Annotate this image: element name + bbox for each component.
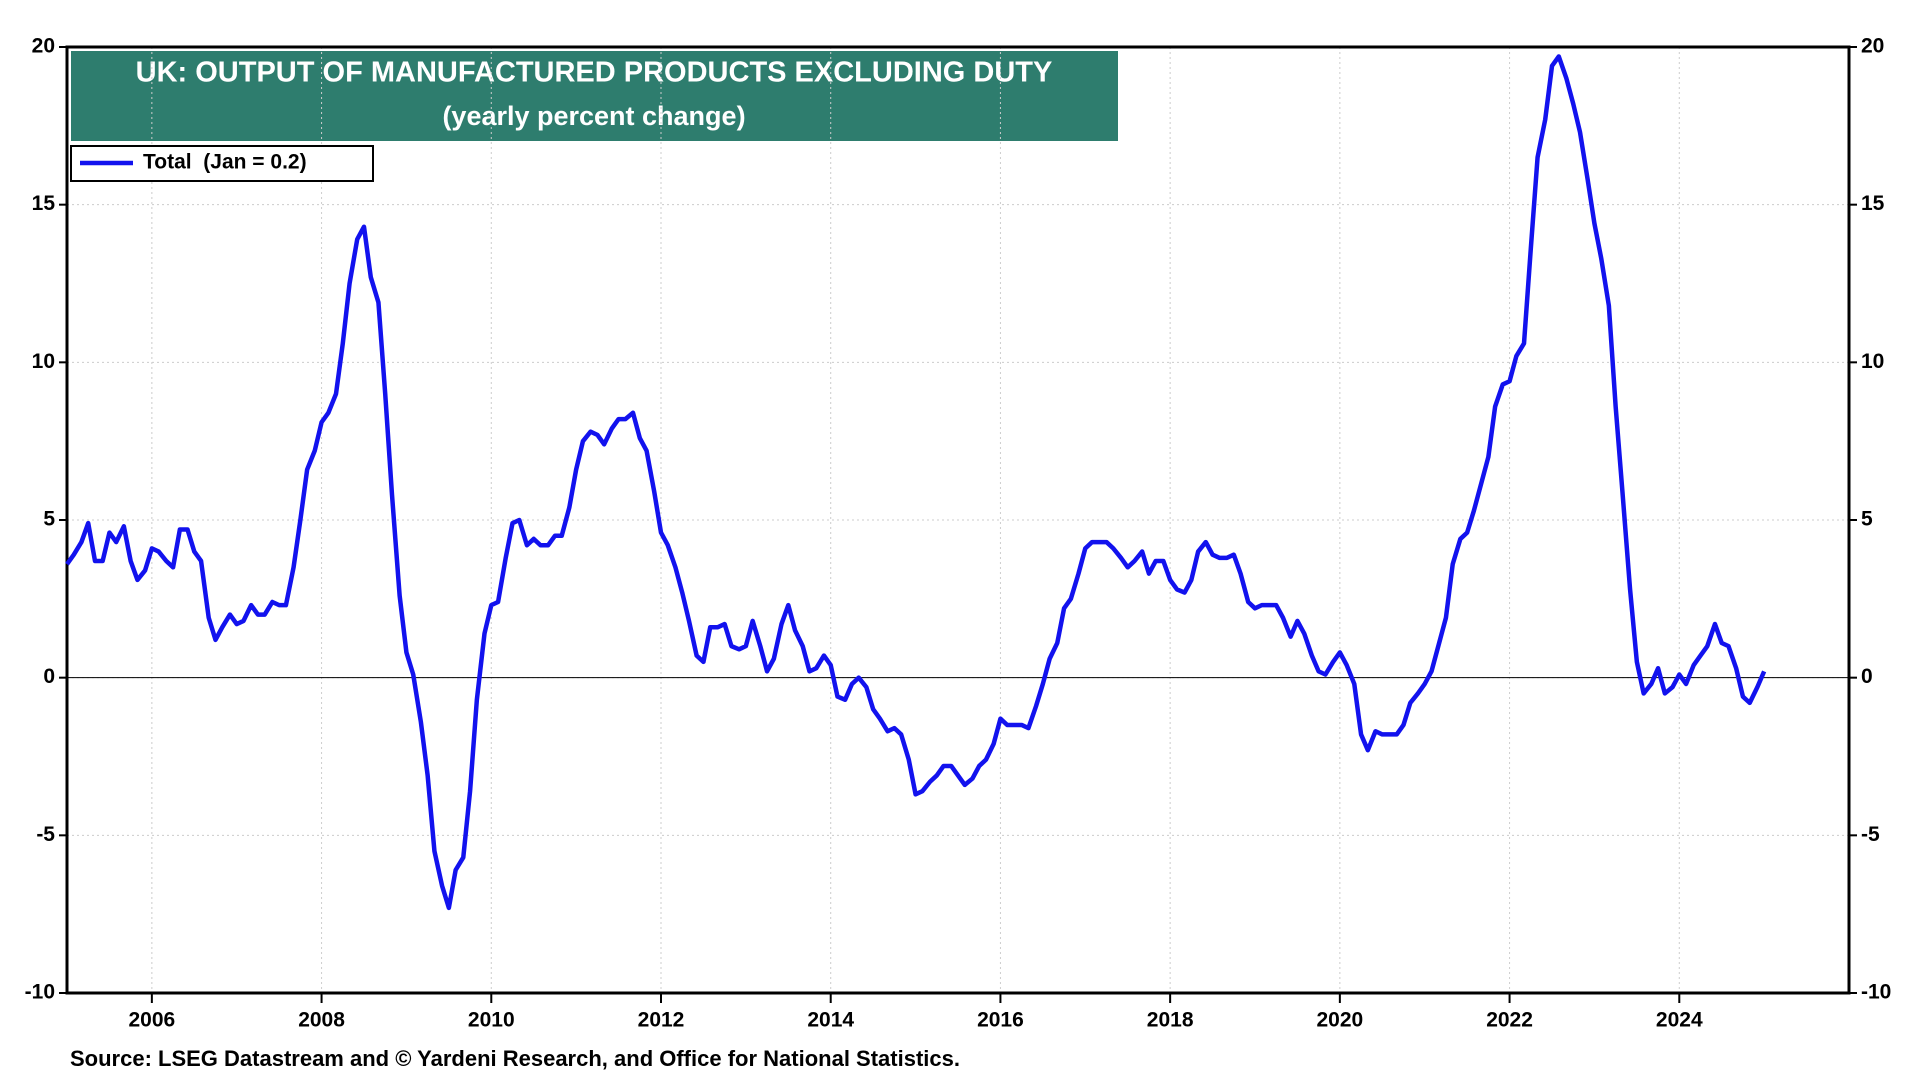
x-tick-label: 2022 xyxy=(1486,1009,1533,1032)
y2-tick-label: 15 xyxy=(1861,192,1885,215)
x-tick-label: 2012 xyxy=(638,1009,685,1032)
title-box xyxy=(71,51,1118,141)
y-tick-label: 0 xyxy=(43,665,55,688)
source-note: Source: LSEG Datastream and © Yardeni Re… xyxy=(70,1046,960,1071)
legend-label: Total (Jan = 0.2) xyxy=(143,151,307,174)
x-tick-label: 2006 xyxy=(128,1009,175,1032)
x-tick-label: 2014 xyxy=(807,1009,854,1032)
x-tick-label: 2018 xyxy=(1147,1009,1194,1032)
chart-title: UK: OUTPUT OF MANUFACTURED PRODUCTS EXCL… xyxy=(136,57,1053,89)
x-tick-label: 2016 xyxy=(977,1009,1024,1032)
x-tick-label: 2010 xyxy=(468,1009,515,1032)
x-tick-label: 2020 xyxy=(1316,1009,1363,1032)
y2-tick-label: 0 xyxy=(1861,665,1873,688)
y2-tick-label: 5 xyxy=(1861,508,1873,531)
y-tick-label: 10 xyxy=(32,350,55,373)
y-tick-label: 5 xyxy=(43,508,55,531)
y2-tick-label: -5 xyxy=(1861,823,1880,846)
y-tick-label: -10 xyxy=(25,981,55,1004)
y-tick-label: 15 xyxy=(32,192,56,215)
y2-tick-label: 20 xyxy=(1861,35,1884,58)
y2-tick-label: 10 xyxy=(1861,350,1884,373)
x-tick-label: 2008 xyxy=(298,1009,345,1032)
y-tick-label: 20 xyxy=(32,35,55,58)
y-tick-label: -5 xyxy=(36,823,55,846)
series-line xyxy=(65,54,1767,911)
y2-tick-label: -10 xyxy=(1861,981,1891,1004)
x-tick-label: 2024 xyxy=(1656,1009,1703,1032)
plot-frame xyxy=(65,45,1851,995)
chart-subtitle: (yearly percent change) xyxy=(442,101,745,131)
